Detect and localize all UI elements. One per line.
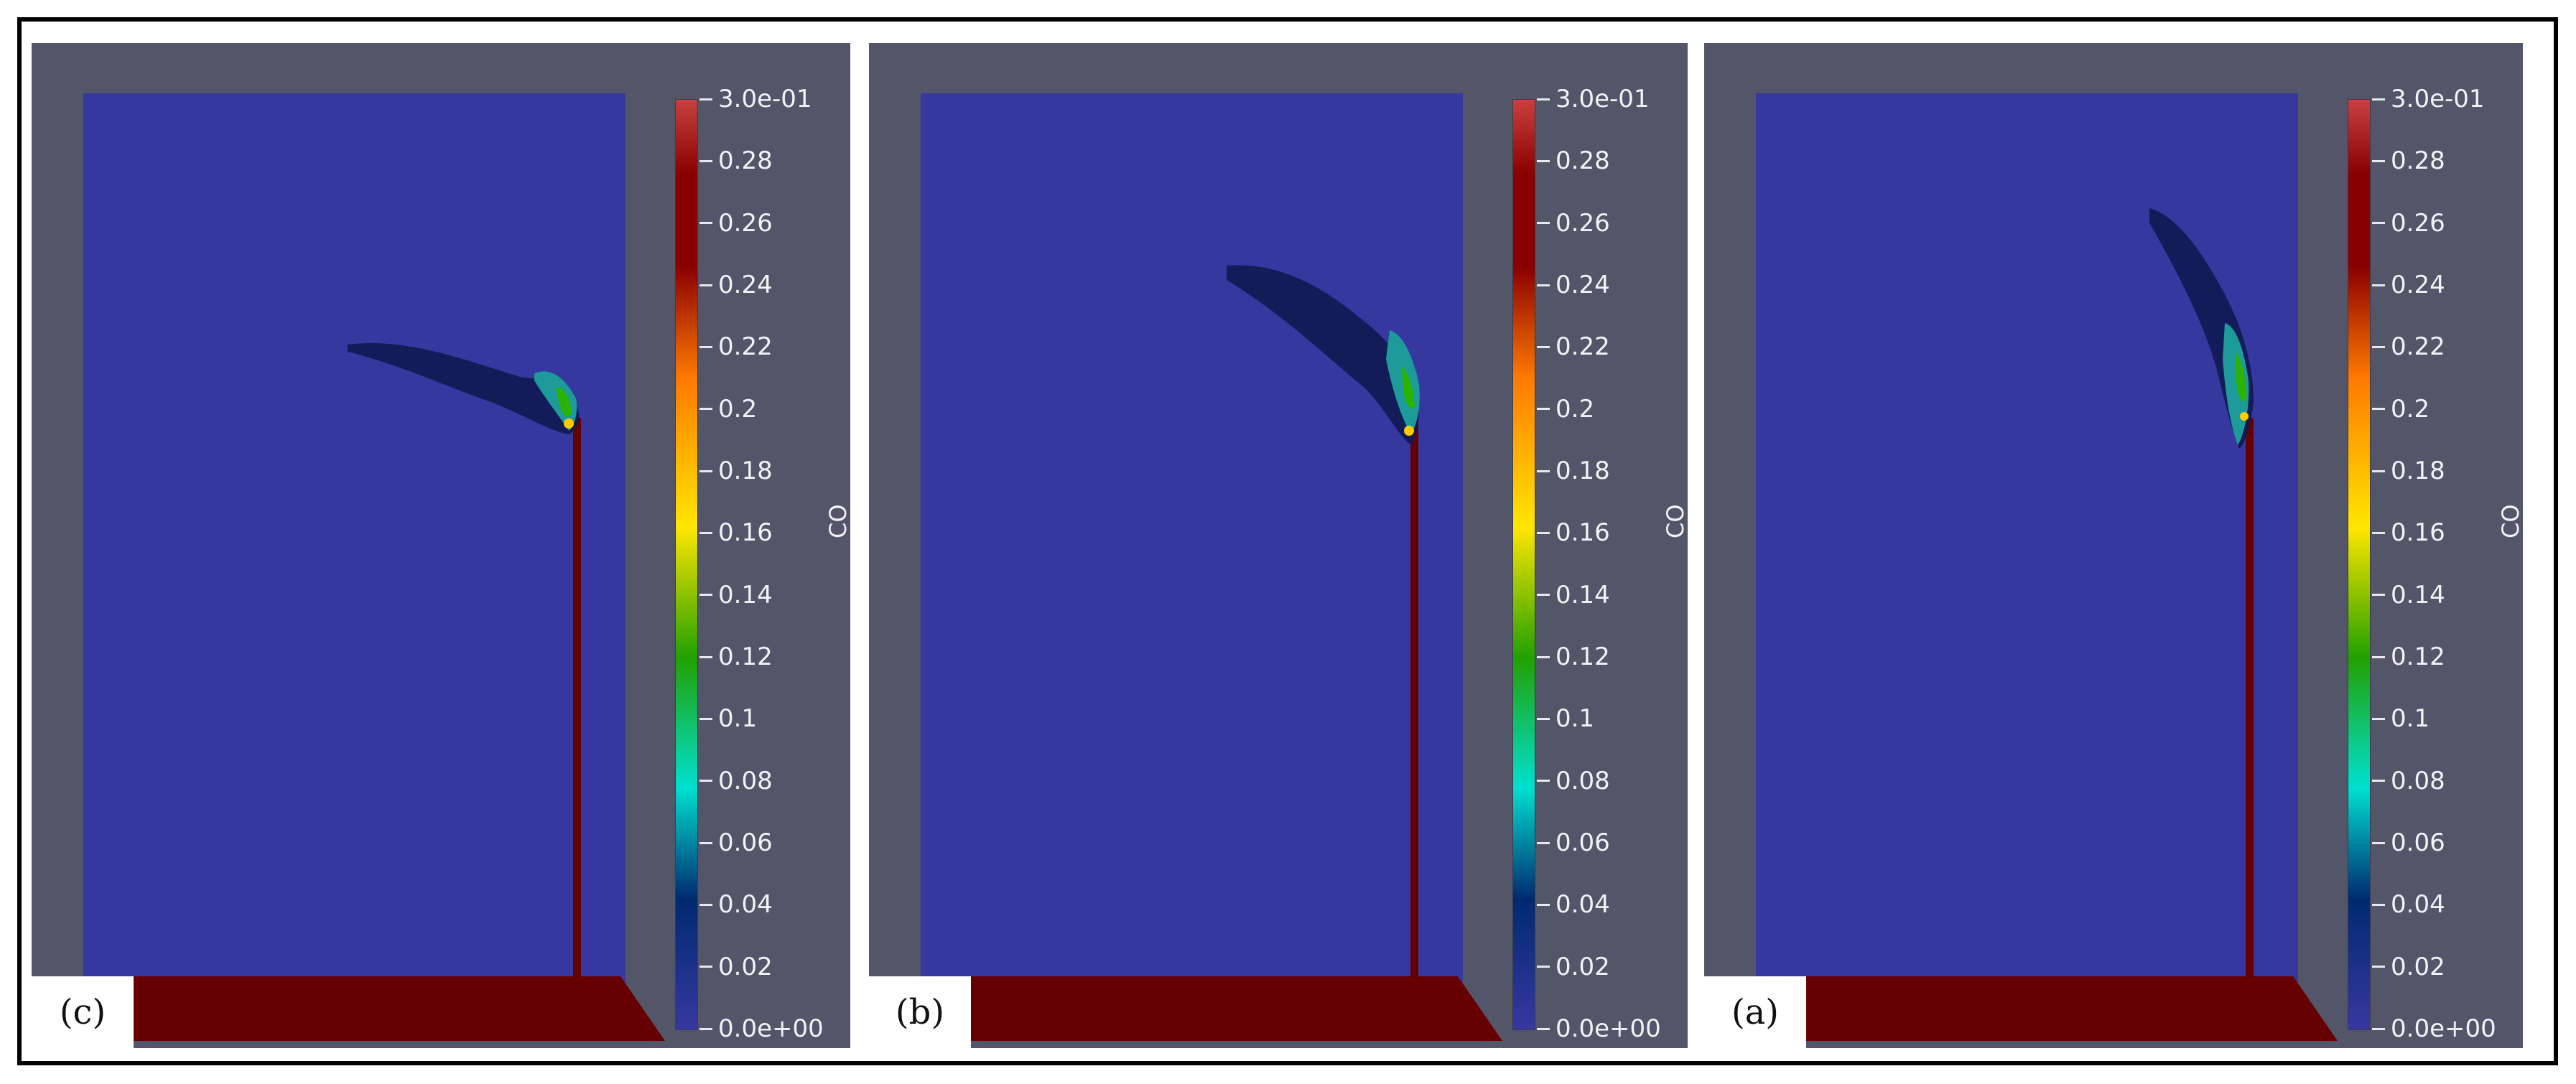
tick: 0.26: [1537, 209, 1610, 238]
simulation-domain: [83, 93, 626, 1019]
panel-label-box: (b): [869, 976, 971, 1048]
tick: 0.22: [1537, 332, 1610, 361]
panel-label: (b): [895, 992, 945, 1032]
tick: 0.22: [699, 332, 773, 361]
tick: 0.16: [1537, 518, 1610, 547]
ground-plane: [134, 418, 665, 1041]
tick: 0.12: [699, 643, 773, 671]
simulation-domain: [921, 93, 1463, 1019]
tick: 0.02: [699, 953, 773, 981]
colorbar-title: CO: [2497, 504, 2523, 538]
tick: 0.16: [2372, 518, 2445, 547]
ground-plane: [1756, 418, 2338, 1041]
tick: 0.02: [1537, 953, 1610, 981]
tick: 0.08: [1537, 767, 1610, 795]
panel-label-box: (c): [32, 976, 134, 1048]
tick: 0.18: [1537, 457, 1610, 485]
tick: 0.12: [2372, 643, 2445, 671]
tick: 0.14: [699, 581, 773, 609]
tick: 0.04: [1537, 890, 1610, 919]
tick: 0.0e+00: [699, 1014, 824, 1043]
colorbar-ticks: 3.0e-01 0.28 0.26 0.24 0.22 0.2 0.18 0.1…: [2372, 85, 2501, 1043]
tick: 0.0e+00: [2372, 1014, 2496, 1043]
tick: 0.0e+00: [1537, 1014, 1661, 1043]
tick: 0.1: [699, 704, 757, 733]
panel-c: 3.0e-01 0.28 0.26 0.24 0.22 0.2 0.18 0.1…: [32, 43, 850, 1048]
tick: 0.06: [699, 828, 773, 857]
tick: 0.26: [2372, 209, 2445, 238]
colorbar-ticks: 3.0e-01 0.28 0.26 0.24 0.22 0.2 0.18 0.1…: [699, 85, 829, 1043]
panel-label: (c): [59, 992, 106, 1032]
tick: 0.16: [699, 518, 773, 547]
tick: 0.26: [699, 209, 773, 238]
tick: 0.12: [1537, 643, 1610, 671]
tick: 0.1: [1537, 704, 1594, 733]
tick: 3.0e-01: [1537, 85, 1650, 113]
tick: 3.0e-01: [699, 85, 812, 113]
tick: 0.06: [2372, 828, 2445, 857]
tick: 0.04: [2372, 890, 2445, 919]
tick: 0.28: [699, 146, 773, 175]
tick: 0.04: [699, 890, 773, 919]
colorbar: [1512, 99, 1535, 1030]
tick: 0.14: [2372, 581, 2445, 609]
tick: 0.28: [2372, 146, 2445, 175]
ground-plane: [921, 418, 1502, 1041]
tick: 0.08: [699, 767, 773, 795]
tick: 0.22: [2372, 332, 2445, 361]
colorbar-title: CO: [1662, 504, 1688, 538]
panel-label-box: (a): [1704, 976, 1806, 1048]
panel-a: 3.0e-01 0.28 0.26 0.24 0.22 0.2 0.18 0.1…: [1704, 43, 2523, 1048]
tick: 0.14: [1537, 581, 1610, 609]
tick: 0.28: [1537, 146, 1610, 175]
tick: 0.18: [2372, 457, 2445, 485]
colorbar-ticks: 3.0e-01 0.28 0.26 0.24 0.22 0.2 0.18 0.1…: [1537, 85, 1666, 1043]
tick: 3.0e-01: [2372, 85, 2485, 113]
tick: 0.2: [699, 395, 757, 424]
tick: 0.18: [699, 457, 773, 485]
tick: 0.08: [2372, 767, 2445, 795]
tick: 0.06: [1537, 828, 1610, 857]
tick: 0.02: [2372, 953, 2445, 981]
colorbar-title: CO: [824, 504, 850, 538]
figure-frame: 3.0e-01 0.28 0.26 0.24 0.22 0.2 0.18 0.1…: [17, 17, 2558, 1065]
tick: 0.24: [2372, 271, 2445, 299]
panel-label: (a): [1731, 992, 1780, 1032]
panel-b: 3.0e-01 0.28 0.26 0.24 0.22 0.2 0.18 0.1…: [869, 43, 1688, 1048]
tick: 0.24: [1537, 271, 1610, 299]
colorbar: [675, 99, 698, 1030]
tick: 0.2: [2372, 395, 2429, 424]
tick: 0.24: [699, 271, 773, 299]
tick: 0.1: [2372, 704, 2429, 733]
tick: 0.2: [1537, 395, 1594, 424]
colorbar: [2348, 99, 2371, 1030]
